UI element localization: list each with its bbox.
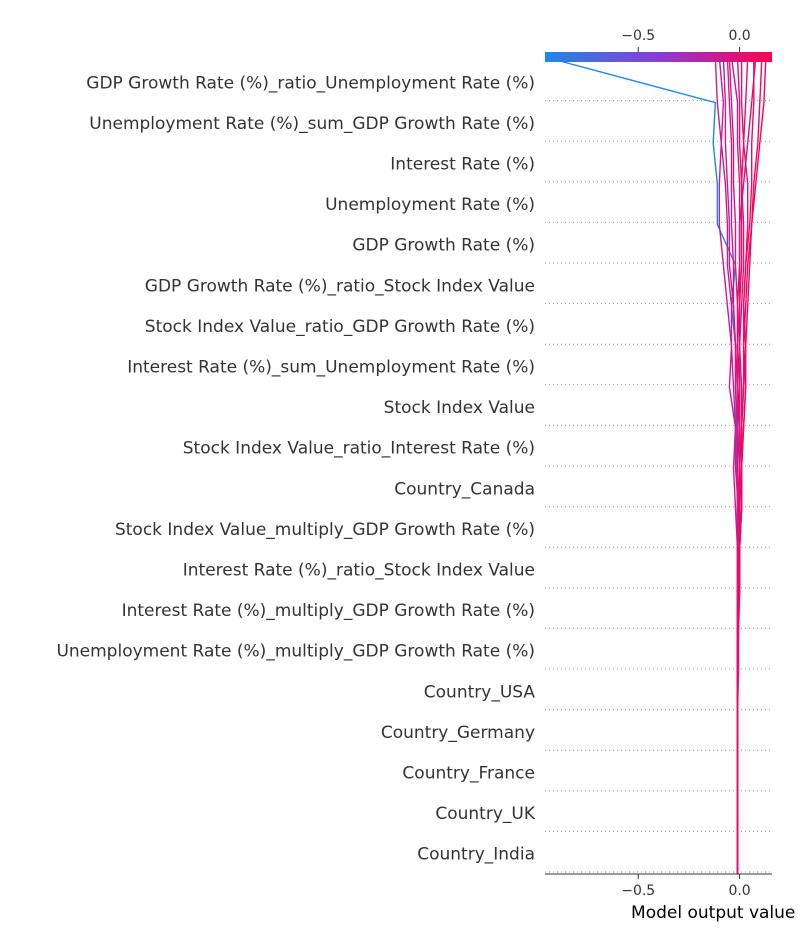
feature-label: Interest Rate (%): [390, 155, 535, 175]
feature-label: Country_USA: [424, 682, 536, 702]
decision-path: [736, 56, 745, 874]
feature-label: Unemployment Rate (%)_multiply_GDP Growt…: [56, 642, 535, 662]
feature-label: Country_UK: [435, 804, 535, 824]
decision-path: [718, 56, 739, 874]
feature-label: Country_Canada: [394, 479, 535, 499]
feature-label: GDP Growth Rate (%)_ratio_Unemployment R…: [86, 73, 535, 93]
feature-label: Country_Germany: [381, 723, 535, 743]
x-tick-label: −0.5: [621, 883, 655, 899]
feature-label: Stock Index Value_multiply_GDP Growth Ra…: [115, 520, 535, 540]
feature-label: Unemployment Rate (%): [325, 195, 535, 215]
decision-path: [736, 56, 749, 874]
feature-label: Country_France: [402, 764, 535, 784]
feature-label: Unemployment Rate (%)_sum_GDP Growth Rat…: [89, 114, 535, 134]
feature-label: Interest Rate (%)_sum_Unemployment Rate …: [127, 358, 535, 378]
top-x-tick-label: −0.5: [621, 28, 655, 44]
feature-label: Stock Index Value_ratio_Interest Rate (%…: [183, 439, 535, 459]
feature-labels: GDP Growth Rate (%)_ratio_Unemployment R…: [56, 73, 535, 864]
top-x-tick-label: 0.0: [728, 28, 750, 44]
x-tick-label: 0.0: [728, 883, 750, 899]
feature-label: Interest Rate (%)_multiply_GDP Growth Ra…: [122, 601, 535, 621]
feature-label: Interest Rate (%)_ratio_Stock Index Valu…: [183, 561, 535, 581]
x-axis-title: Model output value: [631, 903, 795, 923]
x-axis: −0.5 −0.5 0.0 0.0: [545, 28, 772, 899]
feature-label: Stock Index Value_ratio_GDP Growth Rate …: [145, 317, 535, 337]
feature-label: GDP Growth Rate (%)_ratio_Stock Index Va…: [145, 276, 535, 296]
feature-label: Country_India: [417, 845, 535, 865]
decision-paths: [544, 56, 767, 874]
feature-label: Stock Index Value: [384, 398, 535, 418]
colorbar: [545, 52, 772, 62]
feature-label: GDP Growth Rate (%): [352, 236, 535, 256]
